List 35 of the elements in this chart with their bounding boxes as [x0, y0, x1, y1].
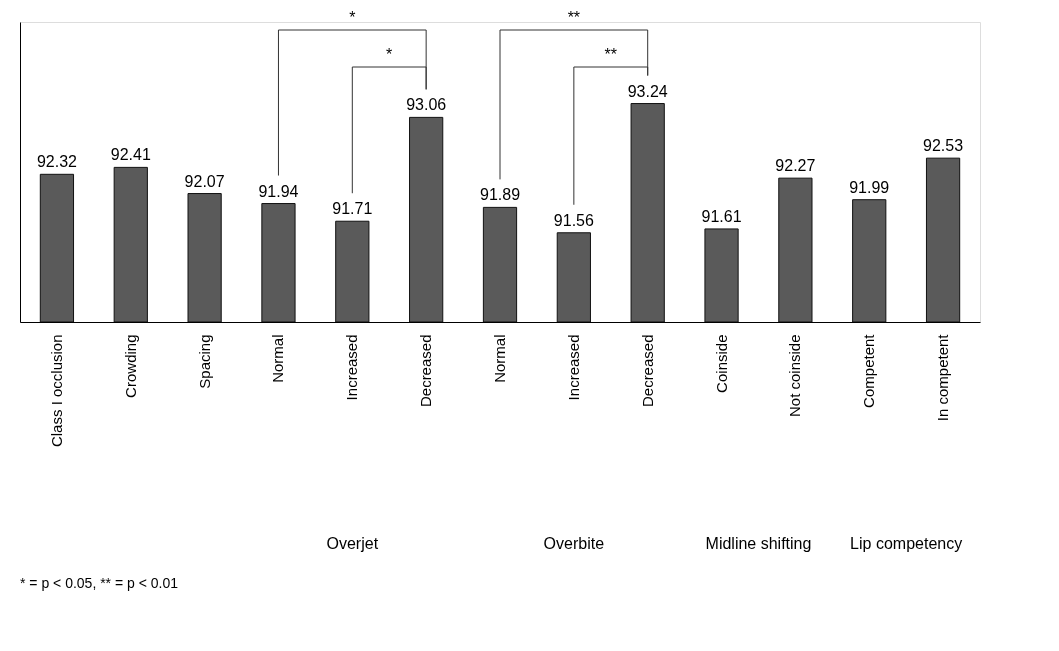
x-tick-label: Coinside	[712, 334, 730, 393]
x-tick-label: Normal	[269, 334, 287, 383]
data-label: 91.71	[332, 200, 373, 218]
x-tick-label: Not coinside	[786, 334, 804, 418]
data-label: 91.61	[701, 207, 742, 225]
text: Lip competency	[850, 535, 963, 552]
x-tick-label: Increased	[343, 334, 361, 401]
annotation: **	[604, 46, 617, 63]
text: * = p < 0.05, ** = p < 0.01	[20, 575, 179, 591]
annotation: *	[349, 9, 356, 26]
data-label: 92.41	[110, 146, 151, 164]
data-label: 91.89	[479, 186, 521, 204]
data-label: 92.07	[184, 172, 225, 190]
data-label: 92.53	[923, 137, 964, 155]
data-label: 91.99	[849, 178, 890, 196]
x-tick-label: Crowding	[121, 334, 139, 398]
x-tick-label: Spacing	[195, 334, 213, 389]
text: Midline shifting	[705, 535, 812, 552]
x-tick-label: Class I occlusion	[47, 334, 65, 448]
x-tick-label: Decreased	[417, 334, 435, 408]
x-tick-label: In competent	[934, 333, 952, 422]
data-label: 91.56	[553, 211, 594, 229]
data-label: 93.24	[627, 82, 668, 100]
data-label: 91.94	[258, 182, 299, 200]
data-label: 92.32	[36, 153, 78, 171]
text: Overbite	[543, 535, 605, 552]
text: Overjet	[326, 535, 379, 552]
annotation: *	[386, 46, 393, 63]
data-label: 92.27	[775, 157, 816, 175]
x-tick-label: Increased	[564, 334, 582, 401]
x-tick-label: Decreased	[638, 334, 656, 408]
data-label: 93.06	[406, 96, 447, 114]
annotation: **	[567, 9, 581, 26]
x-tick-label: Normal	[491, 334, 508, 383]
x-tick-label: Competent	[860, 333, 878, 408]
